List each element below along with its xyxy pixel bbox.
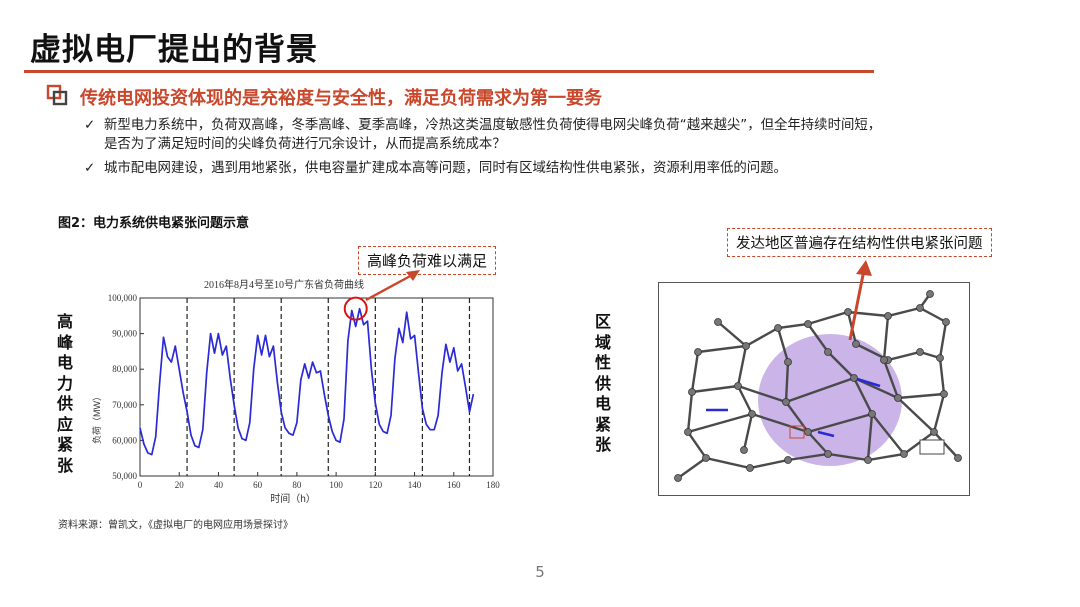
square-bullet-icon (46, 84, 68, 106)
x-tick-label: 40 (214, 480, 224, 490)
load-curve-chart: 2016年8月4号至10号广东省负荷曲线 0 20 40 60 80 100 120 140 1… (88, 272, 508, 512)
peak-load-callout: 高峰负荷难以满足 (358, 246, 497, 275)
y-tick-label: 70,000 (112, 400, 137, 410)
x-tick-label: 20 (175, 480, 185, 490)
x-tick-label: 60 (253, 480, 263, 490)
regional-grid-map (658, 282, 970, 496)
bullet-text-line: 城市配电网建设，遇到用地紧张，供电容量扩建成本高等问题，同时有区域结构性供电紧张… (104, 161, 787, 176)
y-tick-label: 80,000 (112, 364, 137, 374)
figure-caption: 图2：电力系统供电紧张问题示意 (58, 216, 250, 231)
x-tick-label: 100 (329, 480, 343, 490)
bullet-item-2: ✓ 城市配电网建设，遇到用地紧张，供电容量扩建成本高等问题，同时有区域结构性供电… (84, 159, 1044, 178)
y-tick-label: 100,000 (108, 293, 138, 303)
x-tick-label: 160 (447, 480, 461, 490)
stressed-region-ellipse (758, 334, 902, 466)
check-mark-icon: ✓ (84, 118, 96, 133)
left-vertical-label: 高峰电力供应紧张 (56, 312, 73, 475)
bullet-text-line: 新型电力系统中，负荷双高峰，冬季高峰、夏季高峰，冷热这类温度敏感性负荷使得电网尖… (104, 118, 882, 133)
plot-frame (139, 297, 494, 477)
title-underline (24, 70, 874, 73)
grid-network-svg (658, 282, 970, 496)
peak-highlight-circle (343, 296, 368, 321)
callout-arrow-left (365, 270, 420, 302)
x-tick-label: 80 (292, 480, 302, 490)
load-curve-svg: 2016年8月4号至10号广东省负荷曲线 0 20 40 60 80 100 120 140 1… (91, 278, 500, 505)
x-axis-label: 时间（h） (270, 492, 316, 505)
right-vertical-label: 区域性供电紧张 (594, 312, 611, 454)
source-note: 资料来源：曾凯文，《虚拟电厂的电网应用场景探讨》 (58, 520, 293, 531)
section-subtitle: 传统电网投资体现的是充裕度与安全性，满足负荷需求为第一要务 (80, 88, 602, 109)
x-tick-label: 140 (408, 480, 422, 490)
chart-title: 2016年8月4号至10号广东省负荷曲线 (204, 278, 364, 291)
x-tick-label: 0 (138, 480, 143, 490)
y-tick-label: 90,000 (112, 329, 137, 339)
page-number: 5 (535, 563, 545, 581)
x-tick-label: 180 (486, 480, 500, 490)
bullet-text-line: 是否为了满足短时间的尖峰负荷进行冗余设计，从而提高系统成本？ (104, 137, 506, 152)
x-tick-label: 120 (369, 480, 383, 490)
y-tick-label: 60,000 (112, 435, 137, 445)
bullet-item-1: ✓ 新型电力系统中，负荷双高峰，冬季高峰、夏季高峰，冷热这类温度敏感性负荷使得电… (84, 116, 1044, 154)
check-mark-icon: ✓ (84, 161, 96, 176)
load-series-line (139, 307, 475, 456)
slide-title: 虚拟电厂提出的背景 (30, 32, 318, 68)
y-axis-label: 负荷（MW） (91, 392, 102, 444)
regional-shortage-callout: 发达地区普遍存在结构性供电紧张问题 (727, 228, 992, 257)
callout-arrow-right (848, 260, 872, 341)
y-tick-label: 50,000 (112, 471, 137, 481)
